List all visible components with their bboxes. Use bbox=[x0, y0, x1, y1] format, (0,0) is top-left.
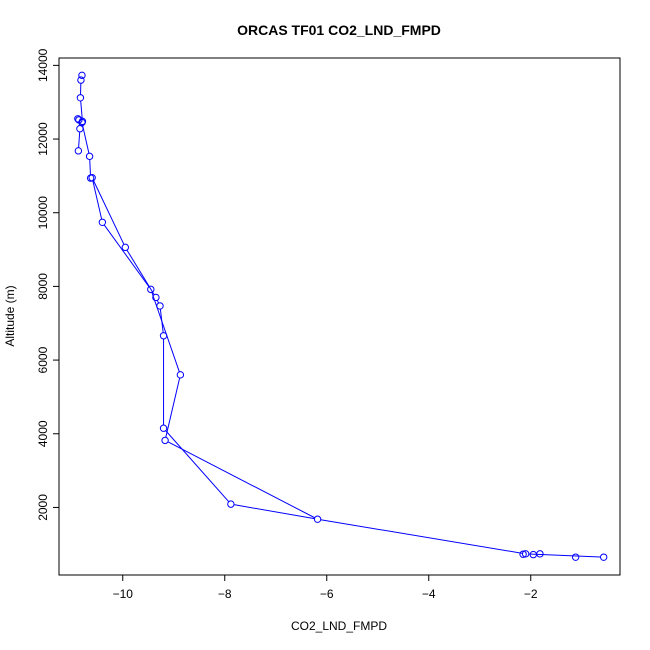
data-point bbox=[74, 147, 83, 155]
y-axis: 2000 4000 6000 8000 10000 12000 14000 bbox=[36, 48, 59, 521]
data-point bbox=[88, 174, 96, 182]
data-point bbox=[78, 71, 86, 80]
data-point bbox=[156, 302, 164, 310]
series-segment bbox=[528, 553, 601, 558]
series-segment bbox=[78, 131, 81, 148]
data-point bbox=[176, 371, 185, 379]
y-tick-label: 14000 bbox=[36, 48, 50, 82]
series-segment bbox=[126, 249, 155, 295]
data-point bbox=[313, 515, 322, 523]
series-segment bbox=[233, 504, 315, 520]
y-tick-label: 4000 bbox=[36, 420, 50, 447]
series-segment bbox=[167, 441, 315, 519]
data-point bbox=[98, 218, 107, 227]
chart-title: ORCAS TF01 CO2_LND_FMPD bbox=[237, 22, 441, 38]
data-point bbox=[85, 152, 94, 161]
x-tick-label: −6 bbox=[320, 587, 334, 601]
series-segment bbox=[92, 180, 103, 220]
data-point bbox=[152, 293, 160, 302]
data-point bbox=[76, 125, 84, 133]
data-point bbox=[521, 550, 530, 558]
series-segment bbox=[165, 377, 181, 438]
series-lines bbox=[78, 83, 601, 558]
data-point bbox=[121, 243, 130, 252]
data-point bbox=[74, 115, 82, 123]
y-tick-label: 6000 bbox=[36, 346, 50, 373]
data-point bbox=[147, 285, 155, 294]
data-point bbox=[161, 436, 169, 445]
series-segment bbox=[89, 159, 91, 175]
data-point bbox=[76, 94, 85, 102]
series-segment bbox=[156, 300, 160, 304]
y-tick-label: 10000 bbox=[36, 196, 50, 230]
x-tick-label: −2 bbox=[524, 587, 538, 601]
x-tick-label: −10 bbox=[113, 587, 134, 601]
y-axis-label: Altitude (m) bbox=[3, 285, 17, 346]
plot-frame bbox=[58, 57, 621, 576]
series-segment bbox=[82, 125, 90, 154]
data-point bbox=[227, 500, 235, 508]
series-segment bbox=[80, 100, 83, 119]
y-tick-label: 8000 bbox=[36, 273, 50, 300]
data-point bbox=[159, 424, 168, 432]
x-axis-label: CO2_LND_FMPD bbox=[291, 619, 387, 633]
data-point bbox=[77, 76, 85, 84]
data-point bbox=[536, 550, 544, 558]
y-tick-label: 12000 bbox=[36, 122, 50, 156]
series-segment bbox=[103, 224, 150, 288]
series-points bbox=[74, 71, 608, 561]
x-tick-label: −4 bbox=[422, 587, 436, 601]
data-point bbox=[571, 553, 580, 561]
x-axis: −10 −8 −6 −4 −2 bbox=[113, 575, 538, 601]
data-point bbox=[159, 332, 168, 340]
y-tick-label: 2000 bbox=[36, 494, 50, 521]
series-segment bbox=[93, 180, 125, 245]
data-point bbox=[519, 550, 527, 558]
series-segment bbox=[320, 519, 523, 554]
x-tick-label: −8 bbox=[218, 587, 232, 601]
data-point bbox=[599, 553, 608, 561]
series-segment bbox=[165, 430, 230, 503]
